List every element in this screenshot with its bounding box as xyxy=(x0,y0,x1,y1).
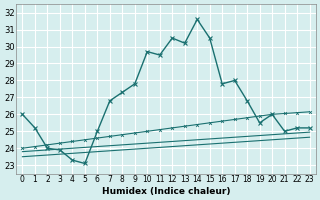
X-axis label: Humidex (Indice chaleur): Humidex (Indice chaleur) xyxy=(102,187,230,196)
